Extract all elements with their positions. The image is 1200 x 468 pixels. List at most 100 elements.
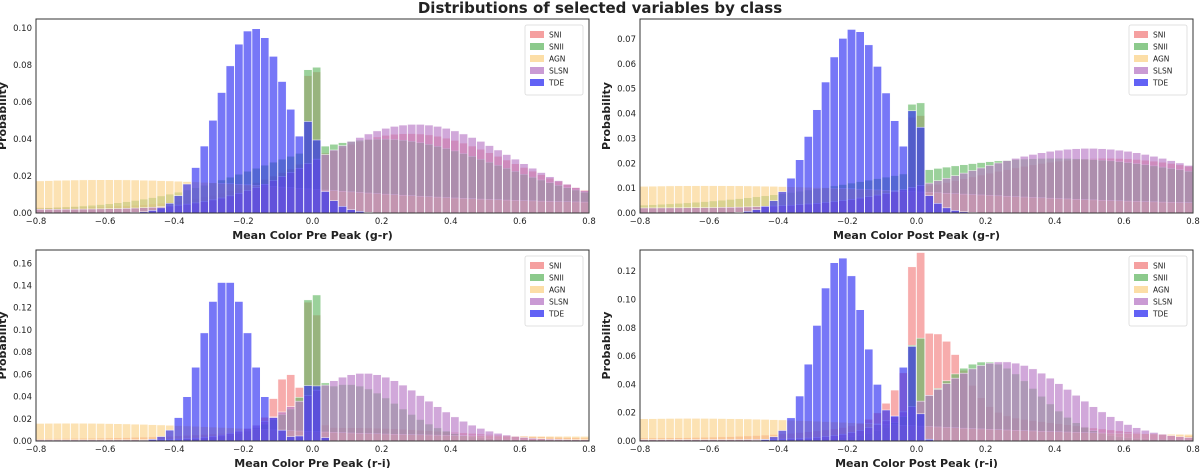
legend-label: SLSN xyxy=(1153,298,1172,307)
legend-label: SNII xyxy=(549,274,564,283)
bar xyxy=(174,195,183,214)
bar xyxy=(286,406,296,442)
bar xyxy=(1123,424,1133,442)
bar xyxy=(752,209,761,214)
bar xyxy=(53,208,62,214)
x-tick-label: −0.8 xyxy=(26,217,47,227)
x-tick-label: 0.4 xyxy=(1048,445,1062,455)
bar xyxy=(208,301,218,442)
x-tick-label: 0.0 xyxy=(306,445,320,455)
legend-label: AGN xyxy=(1153,286,1169,295)
bar xyxy=(329,380,339,442)
figure-title: Distributions of selected variables by c… xyxy=(418,0,782,17)
bar xyxy=(752,418,761,442)
x-axis-label: Mean Color Pre Peak (g-r) xyxy=(232,229,393,242)
bar xyxy=(1097,148,1107,214)
bar xyxy=(338,376,347,442)
bar xyxy=(199,332,209,442)
bar xyxy=(691,418,701,442)
bar xyxy=(803,363,813,442)
legend-label: SNI xyxy=(549,262,562,271)
legend: SNI SNII AGN SLSN TDE xyxy=(1128,24,1188,96)
x-tick-label: 0.4 xyxy=(444,445,458,455)
bar xyxy=(881,409,891,442)
bar xyxy=(199,145,209,214)
bar xyxy=(294,435,304,442)
bar xyxy=(441,411,451,442)
bar xyxy=(156,207,166,214)
x-tick-label: −0.4 xyxy=(768,217,789,227)
x-tick-label: −0.2 xyxy=(837,217,858,227)
bar xyxy=(1140,430,1150,442)
y-tick-label: 0.00 xyxy=(13,209,32,219)
series-tde xyxy=(639,29,1072,214)
y-tick-label: 0.10 xyxy=(13,326,32,336)
bar xyxy=(44,208,54,214)
legend-swatch xyxy=(530,43,544,50)
y-tick-label: 0.02 xyxy=(617,409,636,419)
bar xyxy=(35,209,45,214)
y-tick-label: 0.07 xyxy=(617,35,636,45)
bar xyxy=(907,110,917,214)
bar xyxy=(726,418,735,442)
bar xyxy=(994,162,1003,214)
bar xyxy=(113,423,123,442)
bar xyxy=(665,418,675,442)
bar xyxy=(320,437,330,442)
bar xyxy=(994,361,1003,442)
bar xyxy=(156,436,166,442)
bar xyxy=(717,207,727,214)
bar xyxy=(786,417,796,442)
legend-label: AGN xyxy=(1153,55,1169,64)
legend-box xyxy=(524,255,584,327)
bar xyxy=(510,158,520,214)
bar xyxy=(96,208,105,214)
y-axis-label: Probability xyxy=(0,82,9,150)
x-tick-label: −0.4 xyxy=(164,217,185,227)
bar xyxy=(398,384,408,442)
bar xyxy=(1028,154,1038,214)
bar xyxy=(682,207,692,214)
y-tick-label: 0.06 xyxy=(617,60,636,70)
bar xyxy=(113,179,123,214)
bar xyxy=(942,383,951,442)
bar xyxy=(847,275,856,442)
x-tick-label: −0.6 xyxy=(95,217,116,227)
bar xyxy=(968,368,977,442)
bar xyxy=(450,416,460,442)
legend-swatch xyxy=(1134,79,1148,86)
bar xyxy=(208,120,218,214)
x-tick-label: 0.6 xyxy=(1117,217,1131,227)
bar xyxy=(1158,158,1167,214)
plot-frame xyxy=(639,18,1194,214)
y-tick-label: 0.02 xyxy=(13,415,32,425)
bar xyxy=(61,179,71,214)
bar xyxy=(122,179,131,214)
bar xyxy=(864,348,874,442)
x-tick-label: 0.2 xyxy=(979,445,993,455)
bar xyxy=(510,436,520,442)
y-tick-label: 0.00 xyxy=(13,437,32,447)
bar xyxy=(907,346,917,442)
y-tick-label: 0.14 xyxy=(13,282,32,292)
legend-swatch xyxy=(530,79,544,86)
y-tick-label: 0.08 xyxy=(617,324,636,334)
bar xyxy=(87,423,97,442)
bar xyxy=(873,384,882,442)
bar xyxy=(286,436,296,442)
bar xyxy=(320,191,330,214)
bar xyxy=(390,380,399,442)
bar xyxy=(1184,437,1193,442)
legend-box xyxy=(524,24,584,96)
bar xyxy=(950,175,960,214)
legend-label: TDE xyxy=(1152,79,1168,88)
bar xyxy=(346,374,356,442)
bar xyxy=(217,282,226,442)
legend-label: SNI xyxy=(1153,31,1166,40)
bar xyxy=(338,206,347,214)
chart-grid: −0.8 −0.6 −0.4 −0.2 0.0 0.2 0.4 0.6 0.8 0.00 0.02 0… xyxy=(0,18,1200,468)
x-axis-label: Mean Color Post Peak (g-r) xyxy=(833,229,1000,242)
bar xyxy=(847,29,856,214)
bar xyxy=(35,423,45,442)
y-axis-label: Probability xyxy=(600,312,613,380)
